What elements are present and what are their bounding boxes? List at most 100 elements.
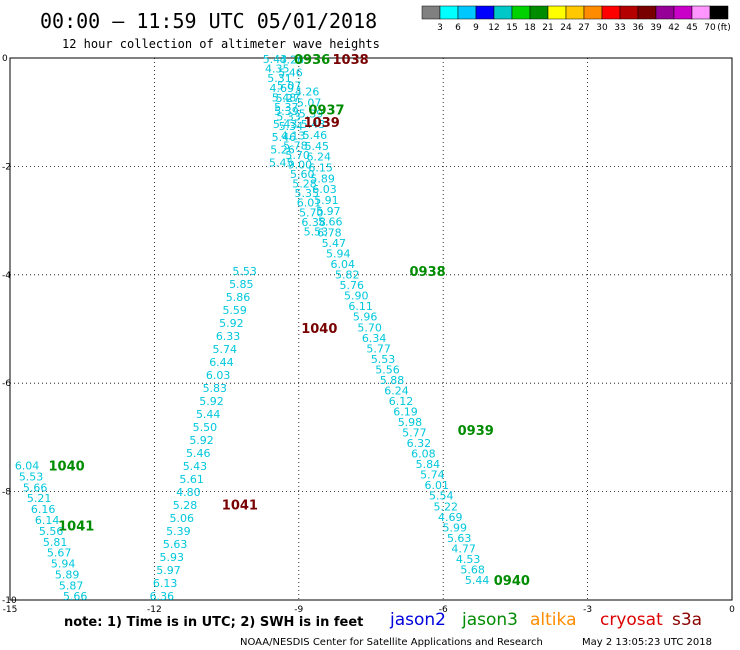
wave-height-label: 5.43 <box>301 118 326 131</box>
wave-height-label: 5.74 <box>213 343 238 356</box>
wave-height-label: 5.68 <box>460 563 485 576</box>
y-tick-label: -10 <box>2 596 17 606</box>
wave-height-label: 5.39 <box>299 107 324 120</box>
wave-height-label: 6.14 <box>35 514 60 527</box>
colorbar-swatch <box>601 5 621 20</box>
y-tick-label: -8 <box>2 488 11 498</box>
colorbar-label: 42 <box>668 23 679 33</box>
wave-height-label: 5.07 <box>277 79 302 92</box>
colorbar-label: 15 <box>506 23 517 33</box>
y-tick-label: -4 <box>2 271 11 281</box>
wave-height-label: 5.22 <box>434 500 459 513</box>
colorbar-label: 36 <box>632 23 644 33</box>
wave-height-label: 5.81 <box>43 536 68 549</box>
wave-height-label: 5.60 <box>290 168 315 181</box>
wave-height-label: 5.44 <box>196 408 221 421</box>
colorbar-swatch <box>421 5 441 20</box>
y-tick-label: 0 <box>2 54 8 64</box>
wave-height-label: 5.50 <box>193 421 218 434</box>
y-tick-label: -2 <box>2 162 11 172</box>
colorbar-label: 45 <box>686 23 697 33</box>
wave-height-label: 5.07 <box>297 96 322 109</box>
wave-height-values: 5.434.355.314.695.485.375.335.344.135.78… <box>15 53 490 603</box>
wave-height-label: 5.56 <box>39 525 64 538</box>
x-tick-label: -12 <box>147 605 162 615</box>
colorbar-label: 33 <box>614 23 625 33</box>
wave-height-label: 5.46 <box>272 131 297 144</box>
colorbar-swatch <box>637 5 657 20</box>
colorbar-swatch <box>583 5 603 20</box>
legend-entry-jason2: jason2 <box>389 610 446 630</box>
wave-height-label: 5.93 <box>160 551 185 564</box>
wave-height-label: 5.43 <box>273 118 298 131</box>
x-tick-label: 0 <box>729 605 735 615</box>
wave-height-label: 6.16 <box>31 503 56 516</box>
wave-height-label: 5.54 <box>429 490 454 503</box>
pass-time-label: 1041 <box>58 520 94 535</box>
pass-time-label: 0939 <box>458 424 494 439</box>
wave-height-label: 5.47 <box>322 237 347 250</box>
wave-height-label: 5.94 <box>326 248 351 261</box>
wave-height-label: 5.56 <box>375 363 400 376</box>
colorbar-swatch <box>475 5 495 20</box>
wave-height-label: 6.01 <box>297 197 322 210</box>
wave-height-label: 6.08 <box>411 448 436 461</box>
pass-time-label: 0936 <box>294 53 330 68</box>
pass-time-label: 1040 <box>301 322 337 337</box>
colorbar-unit: (ft) <box>717 23 731 33</box>
wave-height-label: 5.77 <box>366 342 391 355</box>
colorbar-swatch <box>457 5 477 20</box>
colorbar-swatch <box>619 5 639 20</box>
wave-height-label: 5.27 <box>276 92 301 105</box>
colorbar-label: 6 <box>455 23 461 33</box>
wave-height-label: 5.92 <box>199 395 224 408</box>
colorbar-swatch <box>547 5 567 20</box>
wave-height-label: 5.48 <box>272 91 297 104</box>
wave-height-label: 4.53 <box>456 553 481 566</box>
pass-time-label: 1040 <box>49 460 85 475</box>
wave-height-label: 5.76 <box>339 279 364 292</box>
wave-height-label: 5.77 <box>402 427 427 440</box>
wave-height-label: 5.37 <box>274 101 299 114</box>
wave-height-label: 5.44 <box>465 574 490 587</box>
colorbar-label: 12 <box>488 23 499 33</box>
wave-height-label: 5.89 <box>310 172 335 185</box>
wave-height-label: 5.96 <box>353 311 378 324</box>
colorbar-swatch <box>691 5 711 20</box>
grid <box>10 58 732 600</box>
colorbar-swatch <box>511 5 531 20</box>
wave-height-label: 5.43 <box>263 53 288 66</box>
pass-time-label: 1039 <box>304 116 340 131</box>
colorbar-label: 30 <box>596 23 608 33</box>
colorbar-swatch <box>529 5 549 20</box>
wave-height-label: 5.66 <box>318 216 343 229</box>
wave-height-label: 5.74 <box>420 469 445 482</box>
legend-entry-cryosat: cryosat <box>600 610 663 630</box>
wave-height-label: 6.24 <box>307 151 332 164</box>
colorbar-swatch <box>655 5 675 20</box>
legend-entry-jason3: jason3 <box>461 610 518 630</box>
wave-height-label: 5.06 <box>169 512 194 525</box>
chart-subtitle: 12 hour collection of altimeter wave hei… <box>62 37 380 51</box>
colorbar-label: 70 <box>704 23 716 33</box>
wave-height-label: 6.32 <box>407 437 432 450</box>
wave-height-label: 6.11 <box>348 300 373 313</box>
colorbar-swatch <box>709 5 729 20</box>
x-tick-label: -6 <box>439 605 448 615</box>
wave-height-label: 6.01 <box>425 479 450 492</box>
wave-height-label: 5.97 <box>156 564 181 577</box>
colorbar-swatch <box>493 5 513 20</box>
wave-height-label: 6.04 <box>15 460 39 473</box>
wave-height-label: 5.92 <box>219 317 244 330</box>
wave-height-label: 5.28 <box>292 178 317 191</box>
wave-height-label: 5.34 <box>279 120 304 133</box>
wave-height-label: 5.53 <box>304 225 329 238</box>
pass-time-label: 1041 <box>222 499 258 514</box>
wave-height-label: 5.39 <box>274 105 299 118</box>
colorbar-label: 21 <box>542 23 553 33</box>
footer-timestamp: May 2 13:05:23 UTC 2018 <box>582 637 712 648</box>
wave-height-label: 5.53 <box>371 353 396 366</box>
satellite-legend: jason2 jason3 altika cryosat s3a <box>389 610 702 630</box>
wave-height-label: 6.24 <box>384 384 409 397</box>
